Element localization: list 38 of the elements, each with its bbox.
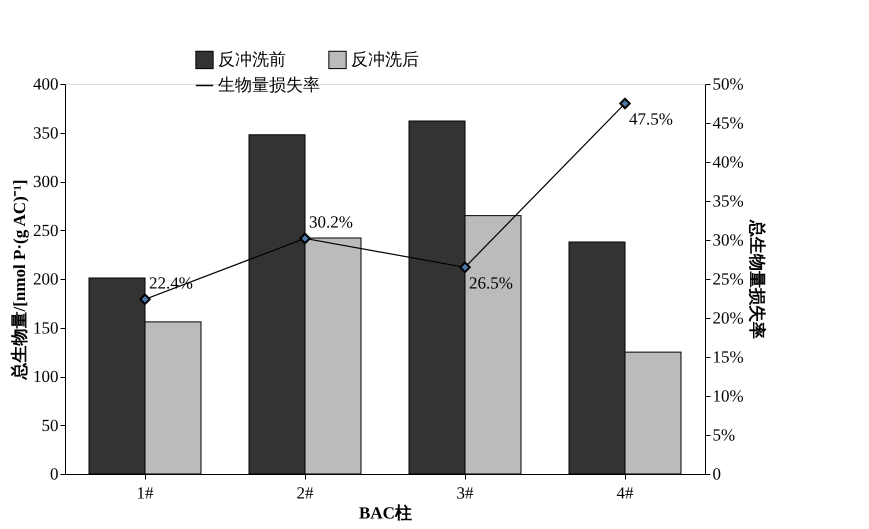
y2-axis-title: 总生物量损失率 xyxy=(748,219,767,339)
y-tick-label: 150 xyxy=(33,318,58,338)
point xyxy=(299,232,311,244)
point xyxy=(459,262,471,274)
y2-tick-label: 15% xyxy=(712,348,744,366)
y2-tick-label: 50% xyxy=(712,74,744,94)
x-tick-label: 3# xyxy=(456,484,474,502)
x-axis-title: BAC柱 xyxy=(359,504,412,522)
y-tick-label: 200 xyxy=(33,270,58,288)
y2-tick-label: 30% xyxy=(712,230,744,250)
y-tick-label: 0 xyxy=(50,464,58,484)
data-label: 26.5% xyxy=(469,273,513,292)
x-tick-label: 1# xyxy=(136,484,154,502)
legend-label: 反冲洗后 xyxy=(351,50,419,69)
y-tick-label: 250 xyxy=(33,220,58,240)
y2-tick-label: 25% xyxy=(712,270,744,288)
legend-label: 生物量损失率 xyxy=(218,76,320,94)
y2-tick-label: 20% xyxy=(712,308,744,328)
y2-tick-label: 35% xyxy=(712,192,744,210)
y2-tick-label: 0 xyxy=(712,464,721,484)
x-tick-label: 4# xyxy=(616,484,634,502)
y-tick-label: 100 xyxy=(33,367,58,386)
y-tick-label: 400 xyxy=(33,74,58,94)
legend-label: 反冲洗前 xyxy=(218,50,286,69)
y2-tick-label: 40% xyxy=(712,152,744,172)
point xyxy=(139,294,151,306)
data-label: 22.4% xyxy=(149,273,193,292)
y2-tick-label: 45% xyxy=(712,114,744,132)
y2-tick-label: 10% xyxy=(712,386,744,406)
x-tick-label: 2# xyxy=(296,484,314,502)
point xyxy=(619,98,631,110)
data-label: 47.5% xyxy=(629,110,673,128)
y2-tick-label: 5% xyxy=(712,426,736,444)
y-tick-label: 50 xyxy=(42,416,58,435)
y-axis-title: 总生物量/[nmol P·(g AC)⁻¹] xyxy=(10,180,29,380)
y-tick-label: 350 xyxy=(33,123,58,142)
y-tick-label: 300 xyxy=(33,172,58,191)
data-label: 30.2% xyxy=(309,212,353,232)
